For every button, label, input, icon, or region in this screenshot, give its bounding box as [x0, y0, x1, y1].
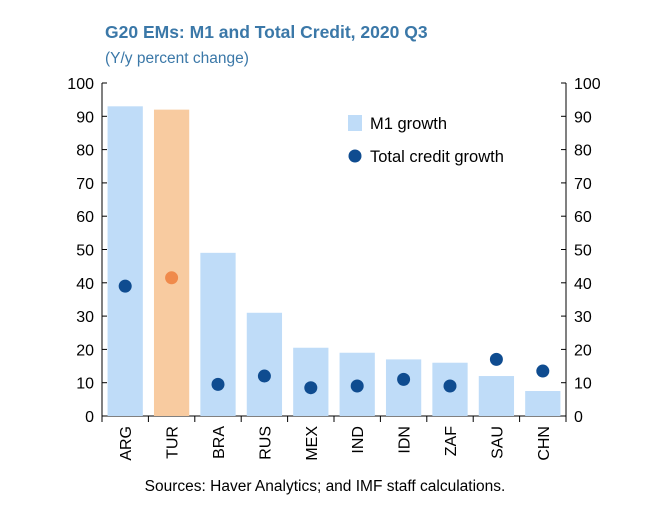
point-mex [304, 381, 318, 395]
x-tick-label-bra: BRA [211, 426, 228, 459]
y-tick-label-left: 50 [76, 243, 94, 260]
y-tick-label-right: 0 [574, 409, 583, 426]
y-tick-label-right: 20 [574, 342, 592, 359]
point-zaf [443, 379, 457, 393]
y-tick-label-right: 80 [574, 143, 592, 160]
y-tick-label-left: 60 [76, 209, 94, 226]
y-tick-label-right: 50 [574, 243, 592, 260]
y-tick-label-left: 90 [76, 109, 94, 126]
y-tick-label-right: 40 [574, 276, 592, 293]
point-tur [165, 271, 179, 285]
x-tick-label-arg: ARG [118, 426, 135, 461]
point-arg [118, 279, 132, 293]
bar-sau [478, 376, 515, 416]
bar-arg [107, 106, 143, 416]
chart-subtitle: (Y/y percent change) [105, 50, 249, 67]
legend-swatch-m1 [348, 115, 362, 131]
y-tick-label-right: 70 [574, 176, 592, 193]
chart-axes: 0 0 10 10 20 20 30 30 40 40 50 50 60 60 70 70 80 80 90 90 10… [67, 76, 601, 461]
y-tick-label-left: 30 [76, 309, 94, 326]
x-tick-label-tur: TUR [165, 426, 182, 459]
point-chn [536, 364, 550, 378]
y-tick-label-right: 90 [574, 109, 592, 126]
bar-chn [525, 391, 561, 416]
legend: M1 growth Total credit growth [348, 115, 504, 166]
y-tick-label-left: 40 [76, 276, 94, 293]
x-tick-label-sau: SAU [489, 426, 506, 459]
legend-label-credit: Total credit growth [370, 148, 504, 166]
point-bra [211, 377, 225, 391]
source-note: Sources: Haver Analytics; and IMF staff … [144, 478, 506, 495]
y-tick-label-left: 20 [76, 342, 94, 359]
x-tick-label-idn: IDN [397, 426, 414, 454]
x-tick-label-mex: MEX [304, 426, 321, 461]
point-idn [397, 372, 411, 386]
x-tick-label-rus: RUS [257, 426, 274, 460]
y-tick-label-left: 70 [76, 176, 94, 193]
x-tick-label-zaf: ZAF [443, 426, 460, 456]
bar-bra [200, 252, 236, 416]
y-tick-label-right: 100 [574, 76, 601, 93]
x-tick-label-chn: CHN [536, 426, 553, 461]
y-tick-label-right: 10 [574, 376, 592, 393]
bar-tur [153, 109, 190, 416]
bar-idn [385, 359, 422, 416]
y-tick-label-right: 30 [574, 309, 592, 326]
x-tick-label-ind: IND [350, 426, 367, 454]
chart-title: G20 EMs: M1 and Total Credit, 2020 Q3 [105, 22, 428, 42]
y-tick-label-left: 100 [67, 76, 94, 93]
point-series [118, 271, 550, 395]
bar-series [107, 106, 561, 416]
legend-swatch-credit [348, 149, 362, 163]
legend-label-m1: M1 growth [370, 115, 447, 133]
y-tick-label-left: 10 [76, 376, 94, 393]
y-tick-label-left: 80 [76, 143, 94, 160]
point-sau [489, 352, 503, 366]
bar-rus [246, 312, 283, 416]
point-rus [257, 369, 271, 383]
y-tick-label-right: 60 [574, 209, 592, 226]
point-ind [350, 379, 364, 393]
y-tick-label-left: 0 [85, 409, 94, 426]
